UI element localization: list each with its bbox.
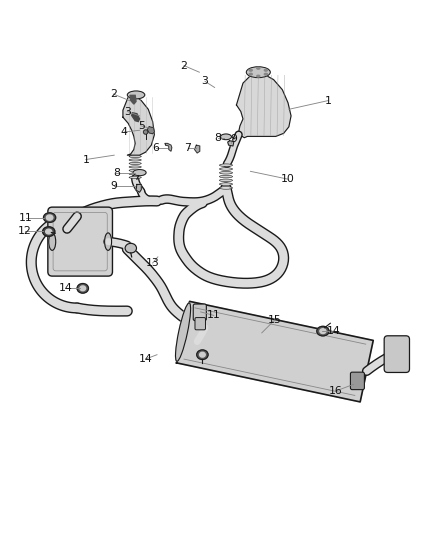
Polygon shape — [165, 143, 172, 151]
Ellipse shape — [176, 303, 191, 361]
Polygon shape — [228, 141, 234, 146]
Text: 7: 7 — [184, 143, 191, 153]
Text: 13: 13 — [146, 258, 159, 268]
Text: 3: 3 — [124, 107, 131, 117]
Text: 16: 16 — [329, 386, 343, 396]
Polygon shape — [136, 184, 141, 192]
Text: 9: 9 — [231, 134, 238, 144]
Text: 2: 2 — [180, 61, 187, 71]
Text: 8: 8 — [113, 168, 120, 177]
Ellipse shape — [105, 233, 112, 251]
Text: 1: 1 — [325, 95, 332, 106]
Polygon shape — [123, 95, 154, 155]
Ellipse shape — [219, 164, 233, 166]
FancyBboxPatch shape — [384, 336, 410, 373]
Text: 4: 4 — [121, 127, 128, 137]
Ellipse shape — [200, 352, 205, 357]
Ellipse shape — [43, 213, 56, 222]
Polygon shape — [194, 145, 200, 153]
Text: 1: 1 — [82, 155, 89, 165]
Ellipse shape — [219, 183, 233, 185]
Ellipse shape — [46, 215, 53, 220]
FancyBboxPatch shape — [350, 372, 364, 390]
Text: 2: 2 — [110, 89, 117, 99]
Ellipse shape — [77, 284, 88, 293]
Text: 12: 12 — [18, 225, 32, 236]
Ellipse shape — [133, 169, 146, 176]
Text: 10: 10 — [281, 174, 295, 184]
Ellipse shape — [249, 74, 252, 75]
Ellipse shape — [129, 156, 141, 158]
Ellipse shape — [249, 69, 252, 71]
Ellipse shape — [219, 168, 233, 171]
Ellipse shape — [219, 172, 233, 174]
Text: 3: 3 — [201, 76, 208, 86]
Text: 8: 8 — [215, 133, 222, 143]
Ellipse shape — [49, 233, 56, 251]
Polygon shape — [132, 113, 140, 122]
Polygon shape — [54, 237, 107, 249]
Ellipse shape — [129, 163, 141, 165]
Text: 14: 14 — [58, 284, 72, 293]
Ellipse shape — [246, 67, 270, 78]
Ellipse shape — [197, 350, 208, 359]
Ellipse shape — [257, 67, 260, 69]
Ellipse shape — [129, 169, 141, 172]
Ellipse shape — [264, 69, 267, 71]
Polygon shape — [130, 95, 136, 104]
Ellipse shape — [125, 244, 137, 253]
Ellipse shape — [129, 173, 141, 175]
Ellipse shape — [129, 166, 141, 168]
Ellipse shape — [219, 175, 233, 178]
Polygon shape — [148, 127, 154, 134]
Ellipse shape — [144, 130, 148, 134]
Text: 14: 14 — [139, 354, 152, 364]
Text: 11: 11 — [19, 213, 33, 223]
Ellipse shape — [264, 74, 267, 75]
Polygon shape — [177, 301, 373, 402]
Text: 11: 11 — [207, 310, 221, 320]
Ellipse shape — [46, 229, 52, 234]
Text: 14: 14 — [326, 326, 340, 336]
FancyBboxPatch shape — [48, 207, 113, 276]
Ellipse shape — [320, 329, 326, 334]
Ellipse shape — [317, 326, 329, 336]
Ellipse shape — [129, 176, 141, 179]
Text: 5: 5 — [138, 121, 145, 131]
Ellipse shape — [80, 286, 85, 290]
Ellipse shape — [219, 179, 233, 182]
Ellipse shape — [220, 134, 231, 140]
Ellipse shape — [42, 227, 55, 236]
Polygon shape — [237, 74, 291, 138]
Ellipse shape — [127, 91, 145, 99]
Text: 9: 9 — [111, 181, 118, 191]
Ellipse shape — [257, 75, 260, 77]
Ellipse shape — [219, 187, 233, 189]
FancyBboxPatch shape — [193, 304, 206, 321]
Ellipse shape — [129, 159, 141, 161]
FancyBboxPatch shape — [195, 318, 205, 330]
Text: 6: 6 — [152, 143, 159, 153]
Text: 15: 15 — [268, 315, 282, 325]
